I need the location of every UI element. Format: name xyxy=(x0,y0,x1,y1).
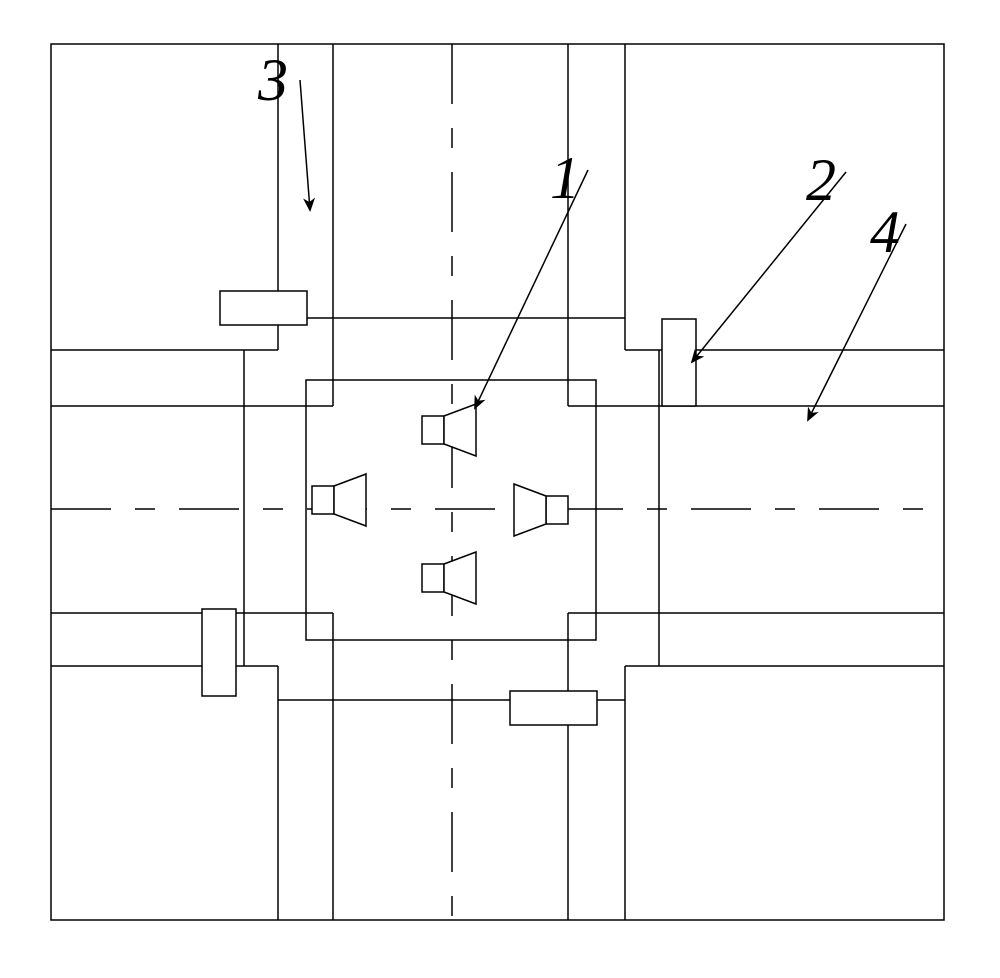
callout-label-3: 3 xyxy=(257,47,288,113)
crosswalk xyxy=(202,609,236,696)
leader-line-3 xyxy=(300,80,310,210)
diagram-canvas: 3 1 24 xyxy=(0,0,1000,978)
callout-label-1: 1 xyxy=(550,145,580,211)
crosswalk xyxy=(662,319,696,406)
crosswalk xyxy=(220,291,307,325)
speaker-icon xyxy=(422,404,476,456)
speaker-icon xyxy=(422,552,476,604)
speaker-icon xyxy=(312,474,366,526)
callout-label-4: 4 xyxy=(870,199,900,265)
speaker-icon xyxy=(514,484,568,536)
crosswalk xyxy=(510,691,597,725)
callout-label-2: 2 xyxy=(806,147,836,213)
